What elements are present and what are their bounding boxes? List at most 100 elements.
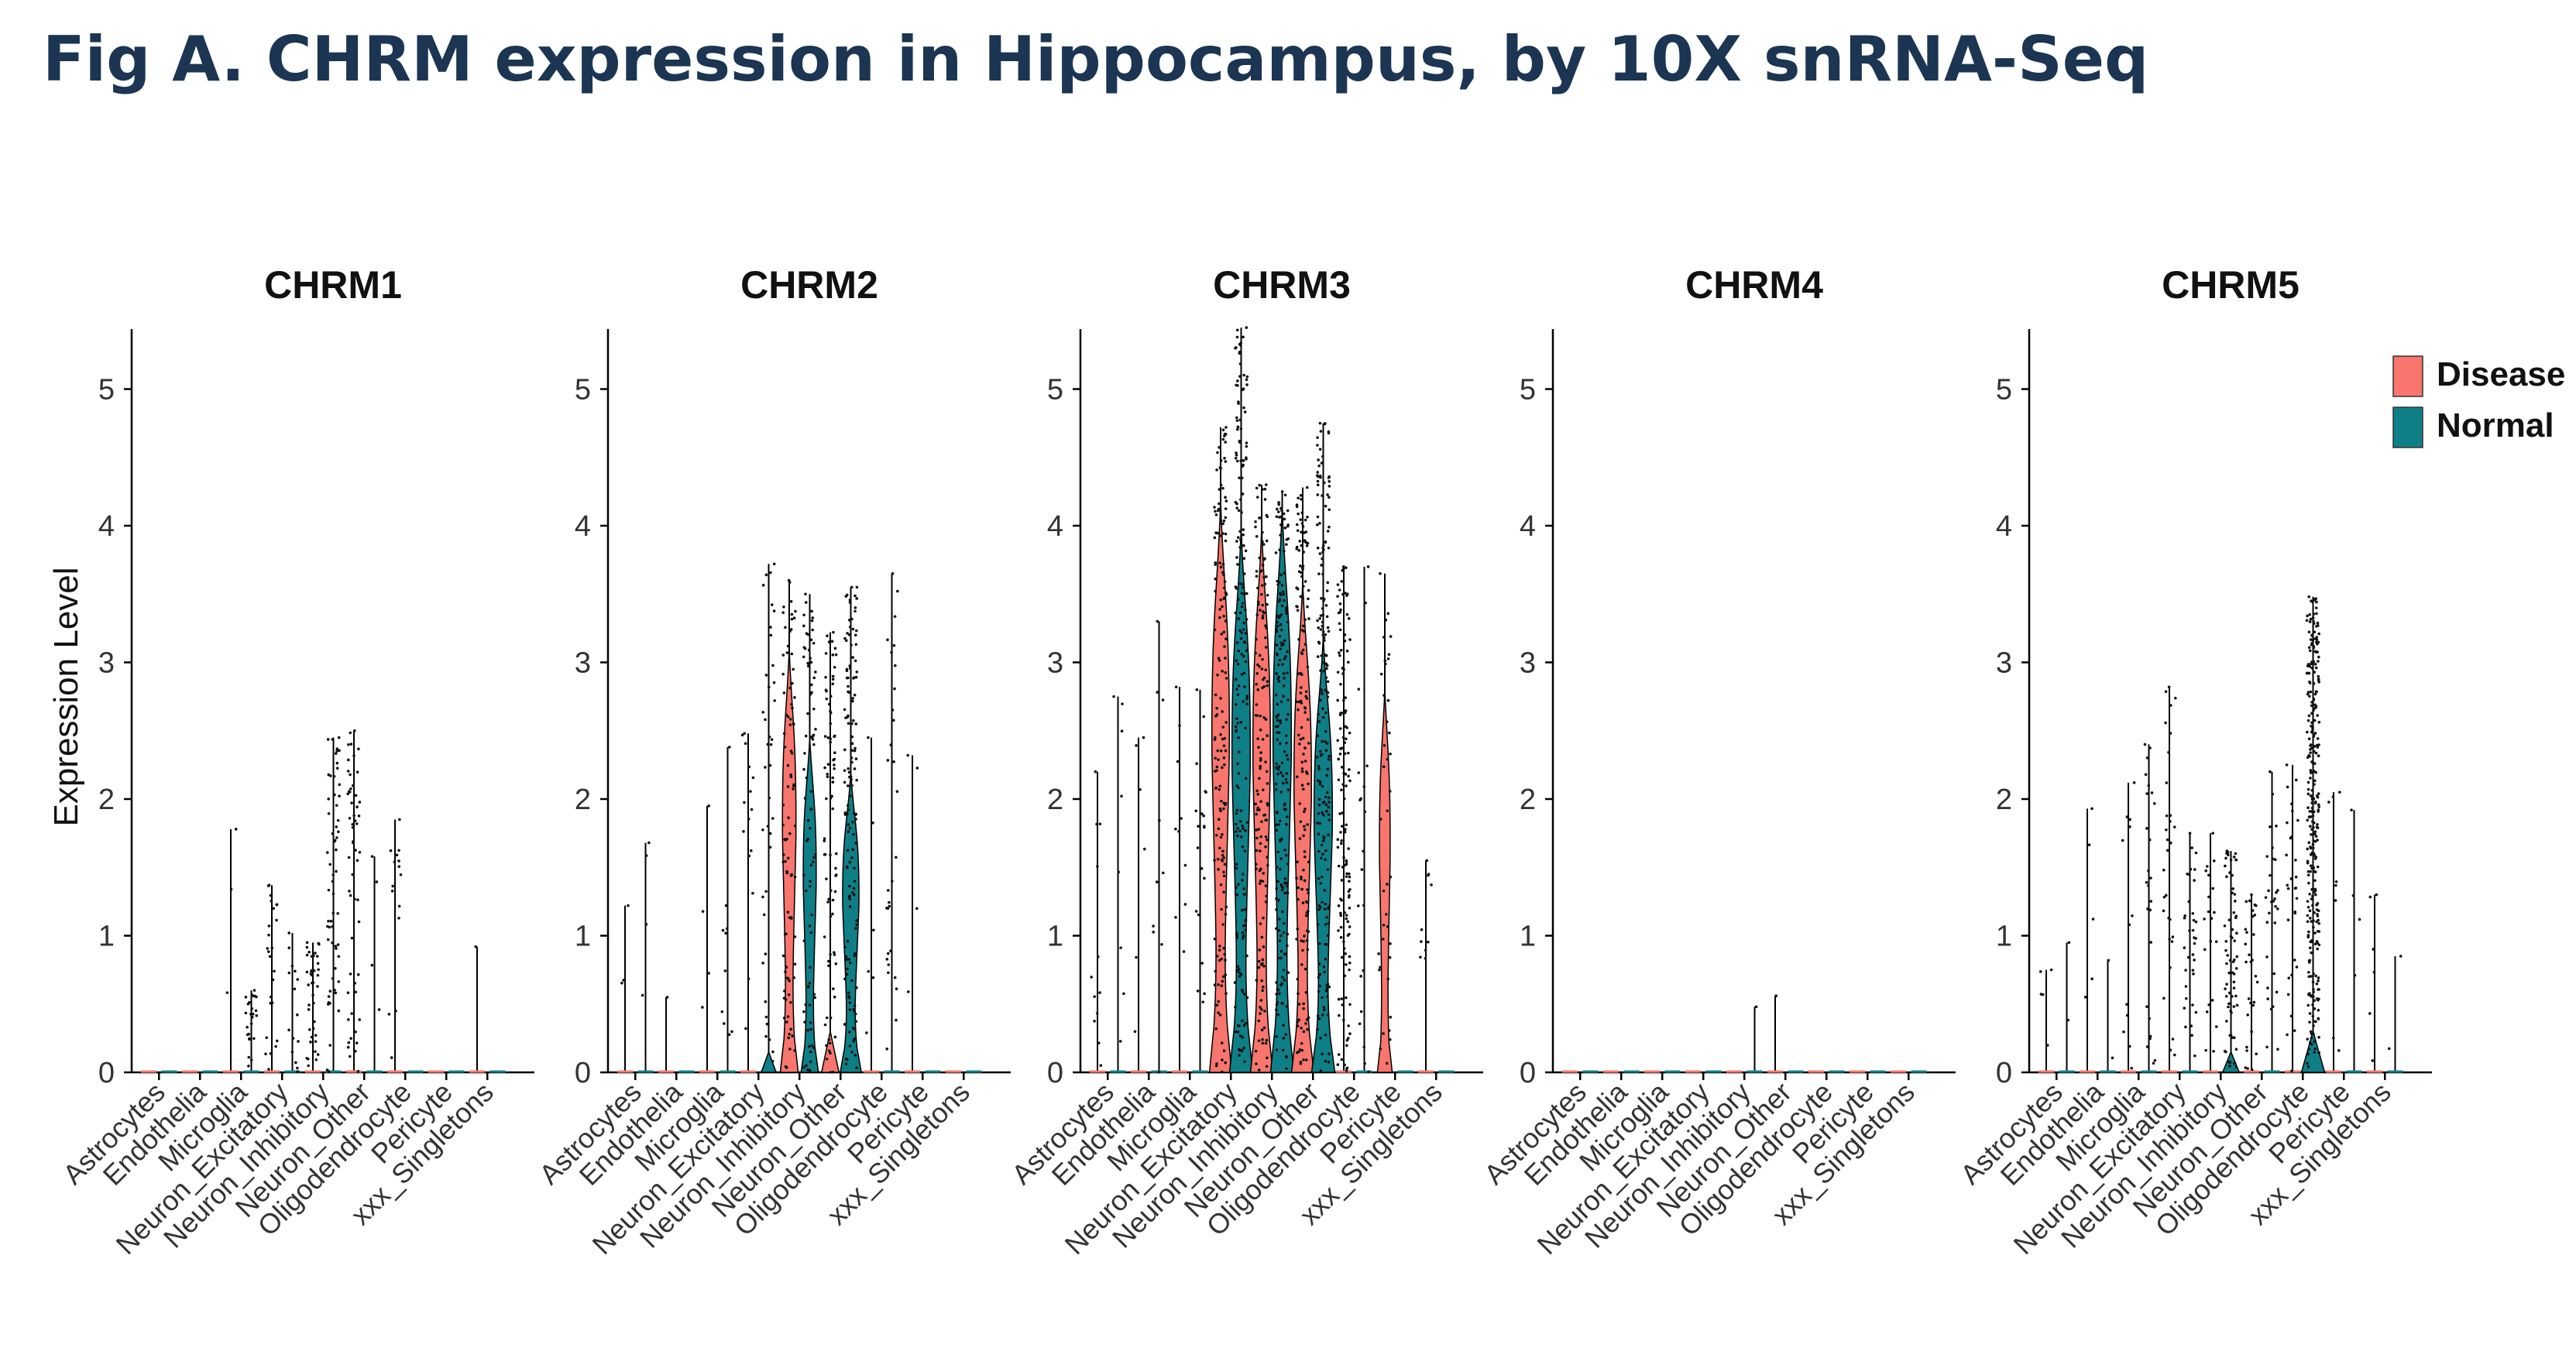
data-point [1238,545,1242,549]
data-point [346,770,350,773]
data-point [1096,865,1099,868]
data-point [1338,812,1341,815]
data-point [332,774,336,778]
data-point [1299,493,1303,497]
data-point [397,859,400,863]
data-point [848,884,851,888]
data-point [2289,1014,2293,1018]
data-point [1323,639,1326,642]
data-point [785,1020,788,1024]
data-point [1302,585,1305,588]
data-point [1235,502,1238,506]
data-point [1236,1024,1240,1027]
data-point [1221,807,1225,811]
data-point [803,1020,806,1024]
data-point [2306,873,2310,877]
data-point [2313,893,2317,897]
data-point [1324,729,1327,733]
violin-microglia-disease [699,804,715,1073]
data-point [1317,849,1321,853]
data-point [1340,955,1344,959]
data-point [1303,531,1306,534]
data-point [354,794,358,797]
data-point [1298,743,1301,746]
data-point [287,946,291,949]
violin-neuron_other-disease [820,630,840,1074]
data-point [1222,856,1225,859]
data-point [1236,965,1239,968]
data-point [1235,729,1238,733]
data-point [2309,870,2312,873]
data-point [809,660,813,664]
data-point [1359,1010,1363,1014]
data-point [1241,1035,1245,1039]
data-point [1280,643,1284,647]
data-point [1302,753,1305,756]
data-point [1345,914,1348,917]
data-point [1242,935,1245,938]
data-point [766,743,770,746]
data-point [1245,458,1248,461]
data-point [355,859,359,863]
data-point [1345,917,1348,921]
data-point [784,1065,788,1068]
data-point [833,666,836,669]
data-point [1220,633,1224,636]
data-point [1382,889,1386,893]
data-point [1234,611,1238,615]
data-point [2309,617,2313,621]
data-point [1098,822,1102,825]
data-point [2317,655,2320,659]
data-point [792,787,795,791]
data-point [2317,1035,2320,1039]
y-axis-label: Expression Level [47,567,85,826]
data-point [2232,980,2236,984]
data-point [1222,1049,1226,1052]
data-point [802,873,805,876]
data-point [1285,741,1288,745]
data-point [1278,598,1282,602]
data-point [1245,702,1249,706]
data-point [808,1068,812,1072]
data-point [1300,1041,1303,1045]
data-point [1093,1019,1096,1023]
data-point [2090,977,2093,981]
data-point [833,757,836,761]
data-point [1234,1030,1238,1034]
data-point [2312,1020,2316,1023]
data-point [1339,747,1343,750]
data-point [2248,899,2251,903]
data-point [1202,814,1205,818]
data-point [1337,778,1341,781]
data-point [1264,636,1267,640]
data-point [1236,762,1239,766]
data-point [1224,671,1228,674]
data-point [1322,966,1326,969]
data-point [2125,815,2129,818]
data-point [1336,671,1340,674]
violin-neuron_inhibitory-normal [1269,490,1295,1073]
data-point [1264,835,1268,839]
data-point [1343,633,1347,636]
data-point [1275,652,1279,656]
violin-neuron_excitatory-normal [760,562,778,1073]
data-point [1214,786,1218,790]
violin-neuron_other-disease [1290,485,1315,1073]
data-point [1321,557,1324,561]
data-point [2313,801,2317,805]
data-point [2107,959,2111,962]
data-point [1242,335,1245,339]
data-point [2312,987,2315,991]
data-point [1274,551,1278,554]
data-point [2306,719,2310,722]
data-point [2150,791,2154,794]
data-point [812,676,816,680]
data-point [2308,1041,2312,1044]
data-point [793,935,797,938]
data-point [328,1044,331,1047]
data-point [1275,993,1278,996]
data-point [810,913,813,917]
data-point [2313,1051,2317,1054]
data-point [761,584,765,587]
data-point [806,1028,810,1032]
